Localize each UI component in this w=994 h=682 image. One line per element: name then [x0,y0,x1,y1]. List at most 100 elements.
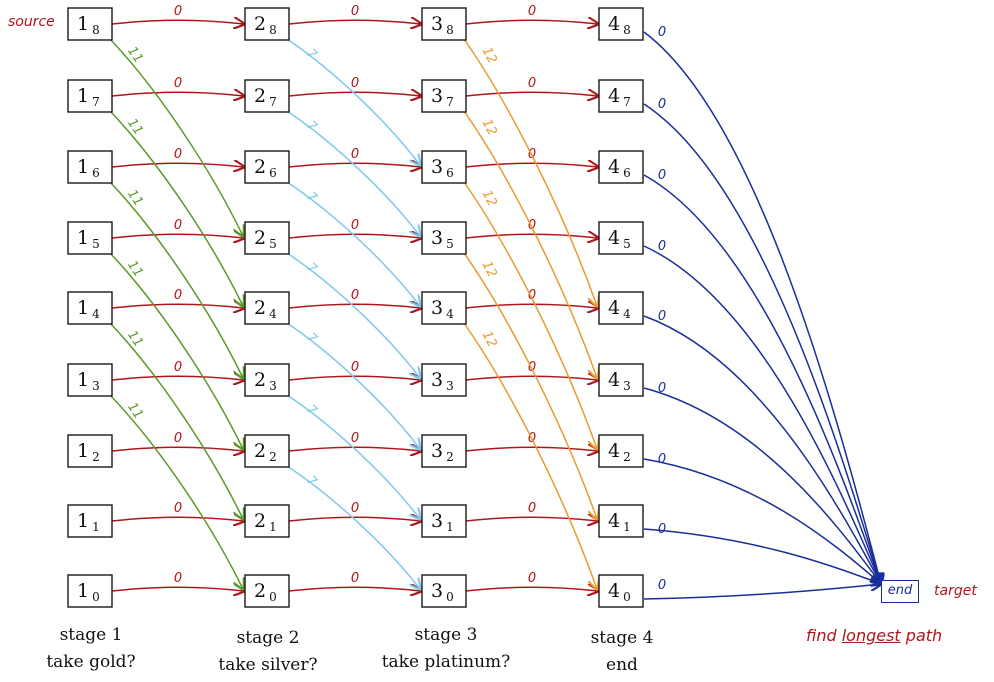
source-label: source [8,14,55,30]
node-state-4-1: 1 [623,520,631,534]
take-weight-s3-7: 12 [479,117,500,138]
stage-2-question: take silver? [218,655,318,675]
node-state-1-2: 2 [92,450,100,464]
skip-edge-s1-2 [111,447,244,451]
take-weight-s1-4: 11 [124,328,146,350]
end-edge-8 [643,31,881,584]
stage-label-3: stage 3 take platinum? [361,622,531,676]
end-edge-5 [643,245,881,584]
take-edge-s2-7-to-5 [286,110,420,236]
skip-edge-s1-4 [111,304,244,308]
node-state-2-6: 6 [269,166,277,180]
nodes-layer: 1 81 71 61 51 41 31 21 11 02 82 72 62 52 42 32 22 12 03 83 7… [67,7,644,608]
skip-edge-s2-4 [288,304,421,308]
node-state-3-3: 3 [446,379,454,393]
skip-weight-s2-6: 0 [351,147,359,162]
node-stage-1-8: 1 [77,13,89,35]
node-stage-4-3: 4 [608,369,620,391]
take-edge-s2-6-to-4 [286,181,420,306]
take-edge-s3-5-to-1 [463,252,597,519]
node-state-4-5: 5 [623,237,631,251]
skip-weight-s1-4: 0 [174,288,182,303]
end-edge-3 [643,387,881,584]
node-state-3-6: 6 [446,166,454,180]
node-stage-3-0: 3 [431,580,443,602]
stage-label-2: stage 2 take silver? [183,625,353,679]
stage-4-question: end [606,655,638,675]
take-weight-s3-6: 12 [479,188,500,209]
take-edge-s2-4-to-2 [286,322,420,449]
skip-edge-s1-7 [111,92,244,96]
stage-label-4: stage 4 end [537,625,707,679]
take-edge-s2-3-to-1 [286,394,420,519]
end-edge-7 [643,103,881,584]
take-weight-s1-6: 11 [124,187,146,209]
take-edge-s1-7-to-4 [109,110,243,306]
take-weight-s3-8: 12 [479,45,500,66]
node-stage-4-5: 4 [608,227,620,249]
node-state-3-0: 0 [446,590,454,604]
node-stage-3-4: 3 [431,297,443,319]
skip-weight-s1-8: 0 [174,4,182,19]
end-edge-2 [643,458,881,584]
node-state-2-5: 5 [269,237,277,251]
node-state-4-4: 4 [623,307,631,321]
skip-edge-s2-2 [288,447,421,451]
node-stage-1-0: 1 [77,580,89,602]
skip-edge-s2-1 [288,517,421,521]
skip-edge-s3-7 [465,92,598,96]
skip-edge-s3-0 [465,587,598,591]
end-edge-1 [643,528,881,584]
skip-edge-s3-5 [465,234,598,238]
node-state-2-4: 4 [269,307,277,321]
take-edge-s3-8-to-4 [463,38,597,306]
take-edge-s1-6-to-3 [109,181,243,378]
node-stage-3-1: 3 [431,510,443,532]
target-label: target [934,583,977,599]
skip-weight-s2-1: 0 [351,501,359,516]
end-weight-2: 0 [658,452,666,467]
take-weight-s1-8: 11 [124,44,146,66]
end-edge-6 [643,174,881,584]
node-state-3-5: 5 [446,237,454,251]
skip-weight-s1-1: 0 [174,501,182,516]
end-weight-5: 0 [658,239,666,254]
take-edge-s3-7-to-3 [463,110,597,378]
take-weight-s1-5: 11 [124,258,146,280]
node-state-4-0: 0 [623,590,631,604]
stage-3-question: take platinum? [381,652,511,672]
skip-edge-s3-4 [465,304,598,308]
node-state-4-2: 2 [623,450,631,464]
end-edge-0 [643,584,881,600]
node-stage-3-8: 3 [431,13,443,35]
skip-weight-s3-7: 0 [528,76,536,91]
node-state-2-8: 8 [269,23,277,37]
node-stage-3-7: 3 [431,85,443,107]
node-stage-4-0: 4 [608,580,620,602]
end-node: end [881,580,919,603]
node-stage-1-5: 1 [77,227,89,249]
take-edge-s3-6-to-2 [463,181,597,449]
node-state-1-3: 3 [92,379,100,393]
skip-edge-s2-0 [288,587,421,591]
skip-edge-s2-8 [288,20,421,24]
skip-weight-s3-4: 0 [528,288,536,303]
node-state-1-5: 5 [92,237,100,251]
node-stage-4-4: 4 [608,297,620,319]
node-stage-1-1: 1 [77,510,89,532]
skip-weight-s2-4: 0 [351,288,359,303]
